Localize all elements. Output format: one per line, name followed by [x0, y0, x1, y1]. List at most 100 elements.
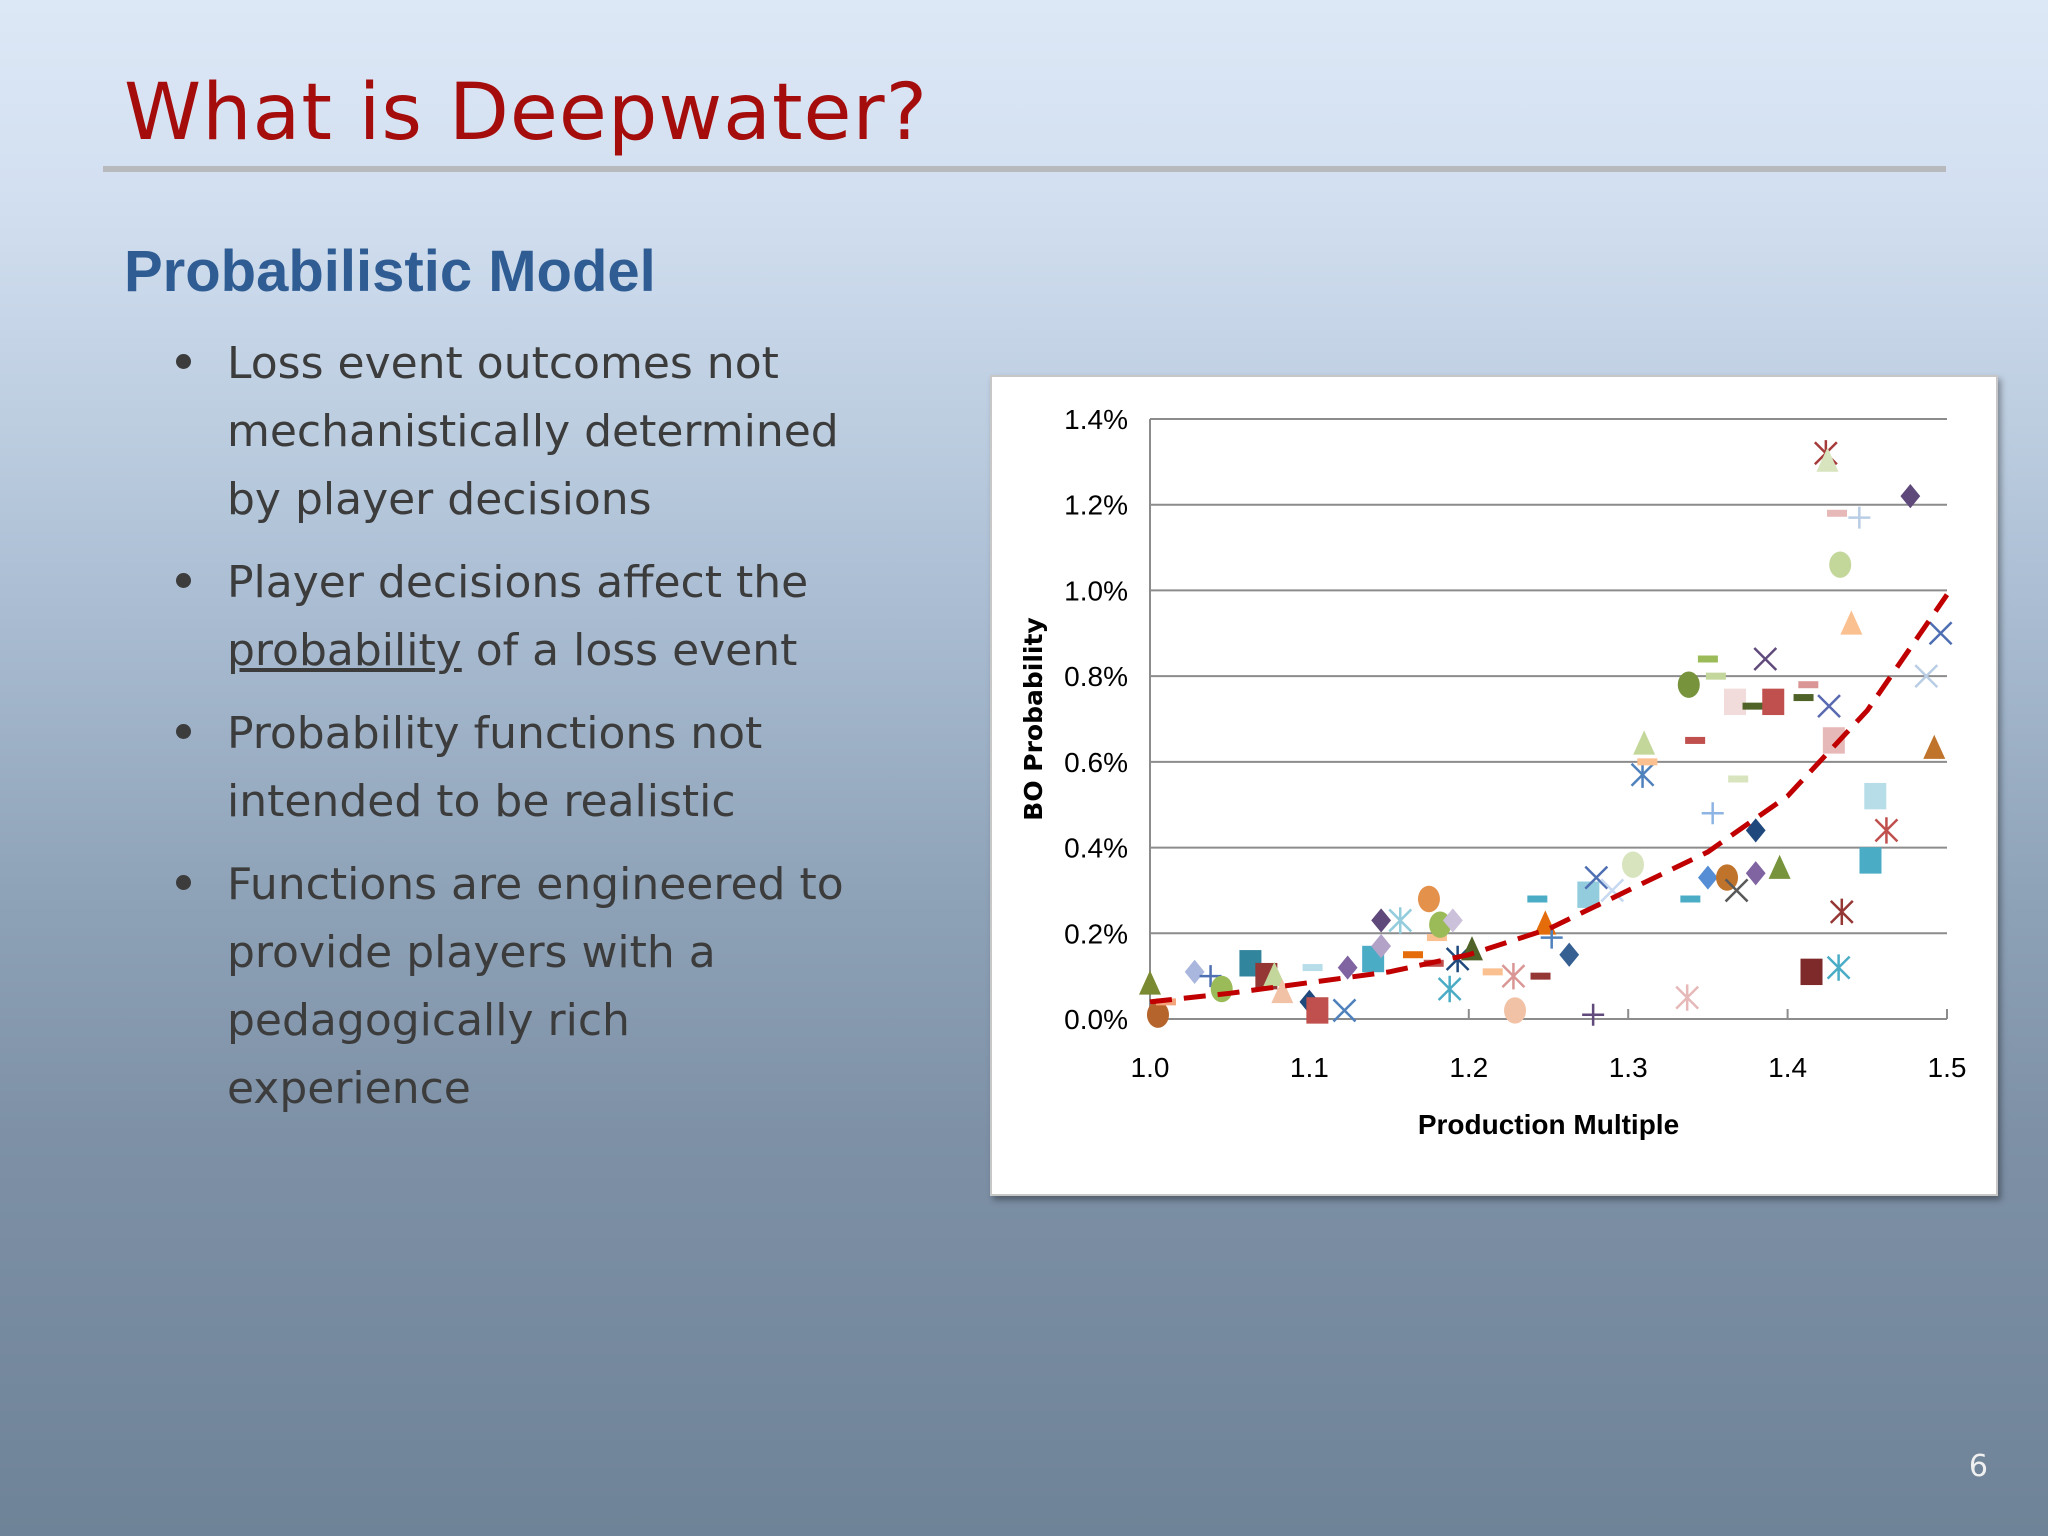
data-point: [1306, 997, 1329, 1024]
bullet-item: Functions are engineered to provide play…: [170, 851, 860, 1123]
data-point: [1371, 908, 1392, 933]
data-point: [1527, 895, 1548, 903]
data-point: [1504, 997, 1527, 1024]
data-point: [1577, 881, 1600, 908]
data-point: [1146, 1001, 1169, 1028]
bullet-dot-icon: [176, 354, 191, 369]
data-point: [1753, 647, 1778, 671]
section-heading: Probabilistic Model: [124, 239, 656, 304]
data-point: [1829, 551, 1852, 578]
data-point: [1584, 865, 1609, 890]
data-point: [1630, 761, 1655, 788]
x-tick-label: 1.3: [1609, 1052, 1648, 1083]
data-point: [1745, 818, 1766, 843]
data-point: [1371, 934, 1392, 959]
data-point: [1302, 964, 1323, 972]
x-tick-label: 1.2: [1449, 1052, 1488, 1083]
data-point: [1798, 681, 1819, 689]
data-point: [1633, 730, 1656, 755]
data-point: [1705, 672, 1726, 680]
data-point: [1582, 1003, 1605, 1026]
bullet-dot-icon: [176, 724, 191, 739]
data-point: [1697, 655, 1718, 663]
data-point: [1403, 951, 1424, 959]
bullet-dot-icon: [176, 573, 191, 588]
data-point: [1677, 671, 1700, 698]
trendline: [1149, 593, 1950, 1005]
bullet-text: Functions are engineered to provide play…: [227, 859, 844, 1114]
data-point: [1426, 934, 1447, 942]
data-point: [1482, 968, 1503, 976]
data-point: [1914, 664, 1939, 689]
x-tick-label: 1.1: [1290, 1052, 1329, 1083]
y-tick-label: 0.2%: [1064, 918, 1128, 949]
data-point: [1337, 955, 1358, 980]
data-point: [1817, 694, 1841, 719]
data-point: [1816, 447, 1839, 472]
data-point: [1437, 975, 1462, 1003]
data-point: [1827, 509, 1848, 517]
data-point: [1210, 975, 1233, 1003]
data-point: [1388, 907, 1413, 934]
bullet-text: Loss event outcomes not mechanistically …: [227, 338, 839, 525]
x-axis-title: Production Multiple: [1418, 1109, 1679, 1140]
y-tick-label: 1.2%: [1064, 490, 1128, 521]
y-tick-label: 0.0%: [1064, 1004, 1128, 1035]
x-tick-label: 1.4: [1768, 1052, 1807, 1083]
data-point: [1680, 895, 1701, 903]
x-tick-label: 1.5: [1928, 1052, 1967, 1083]
data-point: [1800, 958, 1823, 986]
title-divider: [103, 166, 1946, 172]
data-point: [1859, 847, 1882, 874]
data-point: [1762, 688, 1785, 716]
y-tick-label: 1.4%: [1064, 404, 1128, 435]
data-point: [1723, 688, 1746, 716]
data-point: [1793, 694, 1814, 702]
data-point: [1822, 727, 1845, 754]
bullet-text: Player decisions affect the: [227, 557, 809, 608]
y-axis-title: BO Probability: [1019, 617, 1048, 820]
data-point: [1637, 758, 1658, 766]
bullet-list: Loss event outcomes not mechanistically …: [170, 330, 860, 1138]
data-point: [1271, 978, 1294, 1004]
bullet-underlined-text: probability: [227, 625, 462, 676]
data-point: [1559, 942, 1580, 967]
data-point: [1501, 962, 1526, 990]
scatter-chart: 0.0% 0.2% 0.4% 0.6% 0.8% 1.0% 1.2% 1.4% 1.0 1.1 1.…: [1019, 404, 1967, 1140]
data-point: [1745, 861, 1766, 886]
y-tick-label: 1.0%: [1064, 575, 1128, 606]
data-point: [1417, 885, 1440, 913]
data-point: [1199, 965, 1222, 988]
data-point: [1685, 736, 1706, 744]
y-tick-label: 0.8%: [1064, 661, 1128, 692]
data-point: [1139, 970, 1161, 995]
data-point: [1675, 984, 1700, 1011]
bullet-item: Loss event outcomes not mechanistically …: [170, 330, 860, 534]
data-point: [1728, 775, 1749, 783]
bullet-text-tail: of a loss event: [461, 625, 798, 676]
page-number: 6: [1968, 1449, 1988, 1484]
data-point: [1768, 854, 1791, 879]
bullet-dot-icon: [176, 875, 191, 890]
bullet-text: Probability functions not intended to be…: [227, 708, 763, 827]
data-point: [1829, 898, 1854, 926]
y-tick-label: 0.4%: [1064, 833, 1128, 864]
data-point: [1826, 954, 1851, 981]
data-point: [1600, 878, 1625, 903]
data-point: [1724, 878, 1749, 903]
data-point: [1864, 782, 1887, 810]
x-tick-label: 1.0: [1131, 1052, 1170, 1083]
data-point: [1530, 972, 1551, 980]
bullet-item: Player decisions affect the probability …: [170, 549, 860, 685]
data-point: [1848, 506, 1871, 529]
data-point: [1701, 802, 1724, 825]
data-point: [1332, 998, 1357, 1023]
data-point: [1840, 610, 1863, 635]
data-point: [1742, 702, 1763, 710]
data-point: [1716, 864, 1739, 891]
data-point: [1928, 621, 1953, 646]
chart-panel: 0.0% 0.2% 0.4% 0.6% 0.8% 1.0% 1.2% 1.4% 1.0 1.1 1.…: [990, 375, 1998, 1196]
data-point: [1263, 961, 1286, 987]
slide-title: What is Deepwater?: [124, 68, 929, 158]
